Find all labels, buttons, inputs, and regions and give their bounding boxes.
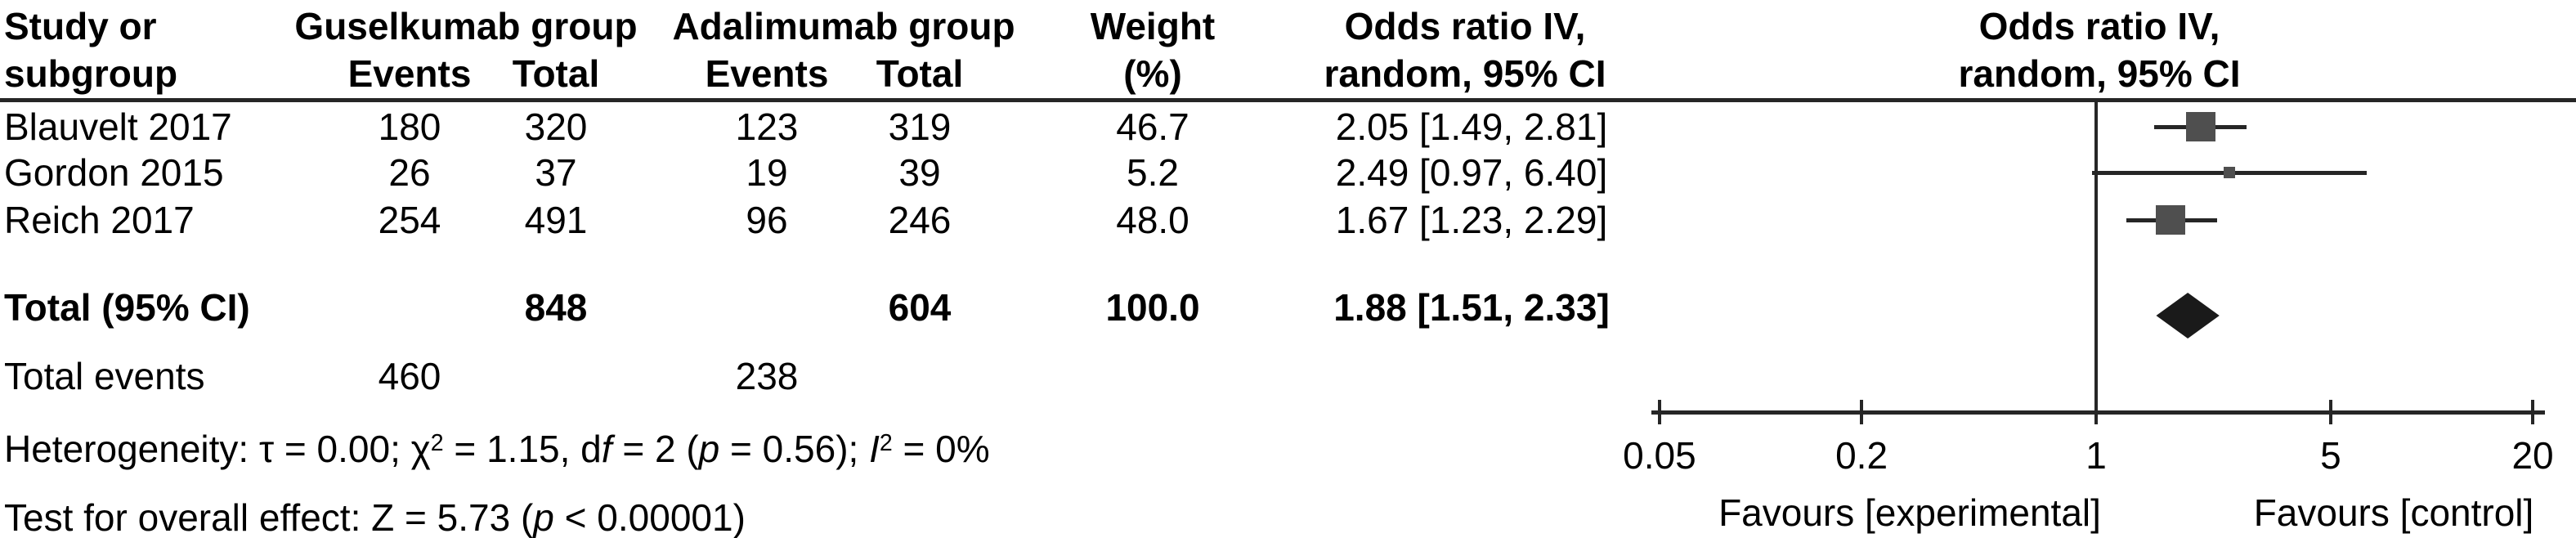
header-or-plot-line2: random, 95% CI bbox=[1958, 52, 2241, 95]
footnote-segment: p bbox=[533, 496, 554, 538]
cell-guselkumab-events-reich-2017: 254 bbox=[378, 199, 441, 241]
axis-tick-1 bbox=[2094, 400, 2098, 424]
heterogeneity-note: Heterogeneity: τ = 0.00; χ2 = 1.15, df =… bbox=[4, 430, 990, 468]
cell-weight-gordon-2015: 5.2 bbox=[1127, 151, 1179, 194]
point-estimate-square-blauvelt-2017 bbox=[2185, 112, 2215, 141]
cell-guselkumab-total-reich-2017: 491 bbox=[524, 199, 588, 241]
pooled-effect-diamond bbox=[2156, 293, 2220, 338]
point-estimate-square-reich-2017 bbox=[2156, 205, 2186, 235]
footnote-segment: f bbox=[601, 428, 612, 470]
footnote-segment: = 1.15, d bbox=[443, 428, 602, 470]
axis-tick-label-20: 20 bbox=[2511, 434, 2554, 477]
total-row-label: Total (95% CI) bbox=[4, 286, 250, 329]
total-adalimumab-total: 604 bbox=[888, 286, 952, 329]
favours-experimental-label: Favours [experimental] bbox=[1718, 491, 2101, 534]
cell-or-ci-blauvelt-2017: 2.05 [1.49, 2.81] bbox=[1335, 105, 1608, 148]
study-label-blauvelt-2017: Blauvelt 2017 bbox=[4, 105, 232, 148]
axis-tick-0.05 bbox=[1657, 400, 1661, 424]
footnote-segment: I bbox=[869, 428, 880, 470]
cell-adalimumab-events-blauvelt-2017: 123 bbox=[735, 105, 799, 148]
cell-guselkumab-events-gordon-2015: 26 bbox=[388, 151, 431, 194]
x-axis-line bbox=[1651, 410, 2545, 415]
header-weight-line1: Weight bbox=[1090, 5, 1216, 47]
total-weight: 100.0 bbox=[1105, 286, 1200, 329]
cell-adalimumab-events-reich-2017: 96 bbox=[746, 199, 788, 241]
header-adalimumab-events: Events bbox=[705, 52, 829, 95]
axis-tick-0.2 bbox=[1860, 400, 1864, 424]
total-or-ci: 1.88 [1.51, 2.33] bbox=[1333, 286, 1610, 329]
header-separator-line bbox=[0, 98, 2576, 102]
total-events-guselkumab: 460 bbox=[378, 355, 441, 397]
header-guselkumab-total: Total bbox=[512, 52, 600, 95]
cell-guselkumab-total-blauvelt-2017: 320 bbox=[524, 105, 588, 148]
header-or-text-line2: random, 95% CI bbox=[1324, 52, 1606, 95]
total-events-adalimumab: 238 bbox=[735, 355, 799, 397]
footnote-segment: = 0% bbox=[892, 428, 990, 470]
cell-weight-reich-2017: 48.0 bbox=[1116, 199, 1189, 241]
header-weight-line2: (%) bbox=[1123, 52, 1182, 95]
cell-guselkumab-events-blauvelt-2017: 180 bbox=[378, 105, 441, 148]
footnote-segment: 2 bbox=[879, 429, 893, 456]
axis-tick-20 bbox=[2531, 400, 2535, 424]
header-or-text-line1: Odds ratio IV, bbox=[1344, 5, 1586, 47]
cell-or-ci-gordon-2015: 2.49 [0.97, 6.40] bbox=[1335, 151, 1608, 194]
favours-control-label: Favours [control] bbox=[2253, 491, 2534, 534]
axis-tick-label-5: 5 bbox=[2320, 434, 2341, 477]
footnote-segment: = 2 ( bbox=[612, 428, 699, 470]
axis-tick-label-0.05: 0.05 bbox=[1623, 434, 1696, 477]
cell-adalimumab-total-reich-2017: 246 bbox=[888, 199, 952, 241]
total-events-label: Total events bbox=[4, 355, 205, 397]
header-guselkumab-events: Events bbox=[347, 52, 472, 95]
footnote-segment: = 0.56); bbox=[719, 428, 870, 470]
footnote-segment: p bbox=[698, 428, 720, 470]
axis-tick-label-1: 1 bbox=[2085, 434, 2107, 477]
overall-effect-note: Test for overall effect: Z = 5.73 (p < 0… bbox=[4, 499, 746, 536]
header-adalimumab-group: Adalimumab group bbox=[672, 5, 1015, 47]
header-study-line2: subgroup bbox=[4, 52, 178, 95]
cell-adalimumab-total-blauvelt-2017: 319 bbox=[888, 105, 952, 148]
cell-adalimumab-events-gordon-2015: 19 bbox=[746, 151, 788, 194]
total-guselkumab-total: 848 bbox=[524, 286, 588, 329]
study-label-reich-2017: Reich 2017 bbox=[4, 199, 195, 241]
cell-guselkumab-total-gordon-2015: 37 bbox=[535, 151, 577, 194]
axis-tick-5 bbox=[2328, 400, 2332, 424]
cell-or-ci-reich-2017: 1.67 [1.23, 2.29] bbox=[1335, 199, 1608, 241]
cell-adalimumab-total-gordon-2015: 39 bbox=[898, 151, 941, 194]
header-or-plot-line1: Odds ratio IV, bbox=[1978, 5, 2220, 47]
header-guselkumab-group: Guselkumab group bbox=[294, 5, 638, 47]
footnote-segment: 2 bbox=[430, 429, 444, 456]
study-label-gordon-2015: Gordon 2015 bbox=[4, 151, 224, 194]
header-study-line1: Study or bbox=[4, 5, 157, 47]
footnote-segment: Heterogeneity: τ = 0.00; χ bbox=[4, 428, 431, 470]
point-estimate-square-gordon-2015 bbox=[2223, 167, 2235, 178]
header-adalimumab-total: Total bbox=[876, 52, 964, 95]
cell-weight-blauvelt-2017: 46.7 bbox=[1116, 105, 1189, 148]
axis-tick-label-0.2: 0.2 bbox=[1835, 434, 1888, 477]
null-effect-line bbox=[2094, 101, 2098, 424]
footnote-segment: Test for overall effect: Z = 5.73 ( bbox=[4, 496, 534, 538]
footnote-segment: < 0.00001) bbox=[553, 496, 746, 538]
